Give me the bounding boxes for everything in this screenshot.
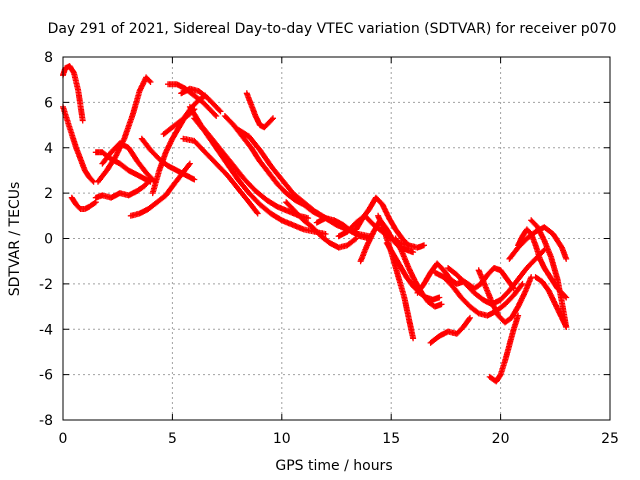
series-arc-4 xyxy=(92,176,154,201)
data-point-markers xyxy=(178,85,224,115)
series-arc-6 xyxy=(95,74,154,185)
x-tick-label: 15 xyxy=(382,431,400,447)
data-points xyxy=(60,63,570,385)
data-point-markers xyxy=(283,199,360,251)
y-tick-label: 0 xyxy=(44,232,53,248)
series-arc-38 xyxy=(532,274,570,330)
x-axis-ticks: 0 5 10 15 20 25 xyxy=(59,57,619,447)
series-arc-21 xyxy=(313,215,373,242)
y-tick-label: -4 xyxy=(39,322,53,338)
data-point-markers xyxy=(127,160,193,219)
y-tick-label: 2 xyxy=(44,186,53,202)
series-arc-13 xyxy=(178,85,224,115)
series-arc-19 xyxy=(243,90,276,131)
data-point-markers xyxy=(68,194,99,212)
data-point-markers xyxy=(99,140,158,185)
series-arc-7 xyxy=(99,140,158,185)
x-tick-label: 20 xyxy=(492,431,510,447)
y-tick-label: 4 xyxy=(44,141,53,157)
y-tick-label: 6 xyxy=(44,95,53,111)
series-arc-8 xyxy=(127,160,193,219)
y-axis-label: SDTVAR / TECUs xyxy=(7,182,23,297)
series-arc-28 xyxy=(414,260,467,296)
data-point-markers xyxy=(95,74,154,185)
x-tick-label: 25 xyxy=(601,431,619,447)
x-tick-label: 5 xyxy=(168,431,177,447)
y-tick-label: -8 xyxy=(39,413,53,429)
data-point-markers xyxy=(313,215,373,242)
data-point-markers xyxy=(414,260,467,296)
data-point-markers xyxy=(532,274,570,330)
data-point-markers xyxy=(427,314,473,346)
data-point-markers xyxy=(180,135,261,217)
series-arc-23 xyxy=(353,194,412,249)
data-point-markers xyxy=(486,312,522,385)
x-axis-label: GPS time / hours xyxy=(275,458,392,474)
y-axis-ticks: -8 -6 -4 -2 0 2 4 6 8 xyxy=(39,50,610,429)
series-arc-20 xyxy=(283,199,360,251)
data-point-markers xyxy=(353,194,412,249)
series-arc-33 xyxy=(475,267,535,326)
y-tick-label: -2 xyxy=(39,277,53,293)
data-point-markers xyxy=(92,176,154,201)
y-tick-label: -6 xyxy=(39,368,53,384)
data-point-markers xyxy=(60,103,97,185)
data-point-markers xyxy=(528,217,570,330)
x-tick-label: 10 xyxy=(273,431,291,447)
series-arc-16 xyxy=(191,115,329,237)
data-point-markers xyxy=(475,267,535,326)
data-point-markers xyxy=(243,90,276,131)
series-arc-34 xyxy=(486,312,522,385)
series-arc-2 xyxy=(60,103,97,185)
series-arc-3 xyxy=(68,194,99,212)
y-tick-label: 8 xyxy=(44,50,53,66)
series-arc-29 xyxy=(427,314,473,346)
series-arc-14 xyxy=(180,135,261,217)
x-tick-label: 0 xyxy=(59,431,68,447)
series-arc-37 xyxy=(528,217,570,330)
data-point-markers xyxy=(191,115,329,237)
chart-title: Day 291 of 2021, Sidereal Day-to-day VTE… xyxy=(48,21,617,37)
